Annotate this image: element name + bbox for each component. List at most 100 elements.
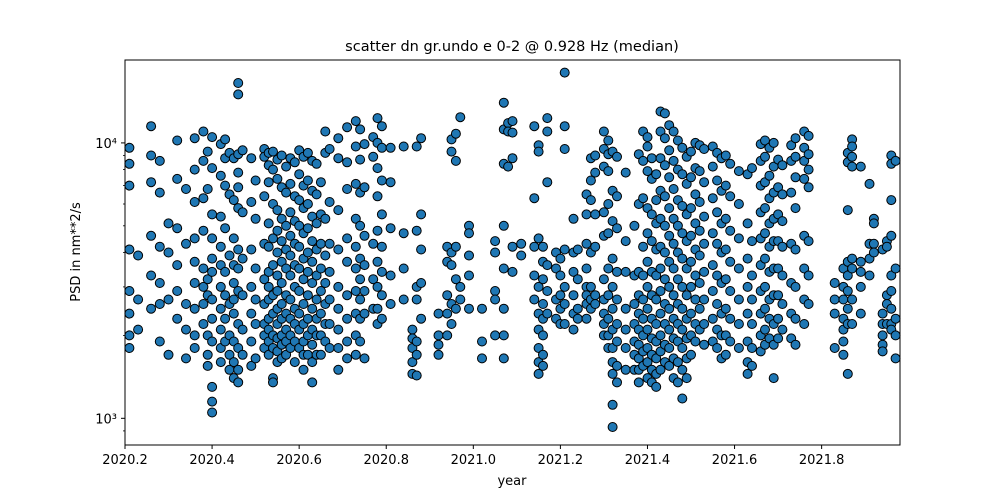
scatter-point — [686, 281, 696, 292]
scatter-point — [272, 173, 283, 184]
scatter-point — [172, 260, 183, 271]
scatter-point — [307, 303, 318, 314]
scatter-point — [699, 211, 710, 222]
scatter-point — [215, 357, 226, 368]
scatter-point — [215, 170, 226, 181]
scatter-point — [263, 241, 274, 252]
scatter-point — [533, 233, 544, 244]
scatter-point — [342, 184, 353, 194]
scatter-point — [790, 151, 801, 162]
scatter-point — [202, 360, 213, 371]
scatter-point — [690, 218, 701, 229]
scatter-point — [324, 144, 335, 154]
scatter-point — [285, 178, 296, 189]
x-tick-label: 2021.4 — [625, 453, 671, 468]
scatter-point — [585, 175, 596, 186]
scatter-point — [720, 213, 731, 224]
scatter-point — [559, 144, 570, 154]
scatter-point — [202, 184, 213, 194]
scatter-point — [450, 274, 461, 285]
scatter-point — [612, 223, 622, 234]
scatter-point — [707, 193, 718, 204]
scatter-point — [398, 228, 409, 239]
scatter-point — [607, 253, 618, 264]
scatter-point — [620, 364, 631, 375]
scatter-point — [516, 238, 527, 249]
x-tick-label: 2021.6 — [712, 453, 758, 468]
scatter-point — [181, 184, 191, 194]
scatter-point — [790, 313, 801, 324]
scatter-point — [207, 381, 218, 392]
scatter-point — [659, 191, 670, 202]
scatter-point — [355, 294, 366, 305]
scatter-point — [307, 339, 318, 350]
scatter-point — [855, 266, 866, 277]
scatter-point — [172, 173, 183, 184]
scatter-point — [250, 319, 261, 329]
scatter-point — [686, 146, 696, 157]
scatter-point — [198, 155, 209, 166]
scatter-point — [890, 330, 901, 341]
scatter-point — [855, 308, 866, 319]
scatter-point — [612, 191, 622, 202]
scatter-point — [603, 290, 614, 301]
scatter-point — [612, 360, 622, 371]
scatter-point — [694, 166, 705, 177]
scatter-point — [498, 353, 509, 364]
scatter-point — [868, 238, 879, 249]
scatter-point — [672, 357, 683, 368]
scatter-point — [760, 203, 770, 214]
scatter-point — [342, 353, 353, 364]
scatter-point — [442, 330, 453, 341]
scatter-point — [202, 274, 213, 285]
scatter-point — [803, 299, 814, 309]
scatter-point — [764, 170, 775, 181]
scatter-point — [464, 228, 474, 239]
scatter-point — [838, 336, 849, 347]
scatter-point — [490, 294, 501, 305]
scatter-point — [620, 343, 631, 353]
scatter-point — [259, 274, 270, 285]
scatter-point — [677, 393, 688, 404]
scatter-point — [864, 178, 875, 189]
scatter-point — [411, 370, 422, 381]
scatter-point — [612, 151, 622, 162]
scatter-point — [490, 247, 501, 258]
scatter-point — [725, 191, 736, 202]
scatter-point — [207, 209, 218, 220]
scatter-point — [651, 381, 662, 392]
scatter-point — [655, 308, 666, 319]
scatter-point — [890, 263, 901, 274]
scatter-point — [677, 169, 688, 180]
scatter-point — [376, 241, 387, 252]
scatter-point — [877, 308, 888, 319]
scatter-point — [411, 294, 422, 305]
scatter-point — [263, 218, 274, 229]
scatter-point — [646, 209, 657, 220]
scatter-point — [773, 290, 784, 301]
scatter-point — [315, 263, 326, 274]
scatter-point — [411, 225, 422, 236]
scatter-point — [368, 151, 379, 162]
scatter-point — [542, 126, 553, 137]
scatter-point — [268, 164, 278, 175]
scatter-point — [372, 163, 383, 174]
scatter-point — [285, 207, 296, 218]
scatter-point — [376, 121, 387, 132]
scatter-point — [847, 294, 858, 305]
scatter-point — [146, 270, 157, 281]
scatter-point — [672, 377, 683, 388]
scatter-point — [355, 336, 366, 347]
scatter-point — [607, 216, 618, 227]
scatter-point — [350, 263, 361, 274]
scatter-point — [551, 263, 561, 274]
scatter-point — [516, 250, 527, 261]
scatter-point — [246, 153, 257, 164]
scatter-point — [376, 209, 387, 220]
scatter-point — [855, 161, 866, 172]
scatter-point — [233, 364, 244, 375]
scatter-point — [276, 150, 287, 161]
scatter-point — [842, 368, 853, 379]
x-tick-label: 2020.2 — [102, 453, 148, 468]
scatter-point — [642, 228, 653, 239]
